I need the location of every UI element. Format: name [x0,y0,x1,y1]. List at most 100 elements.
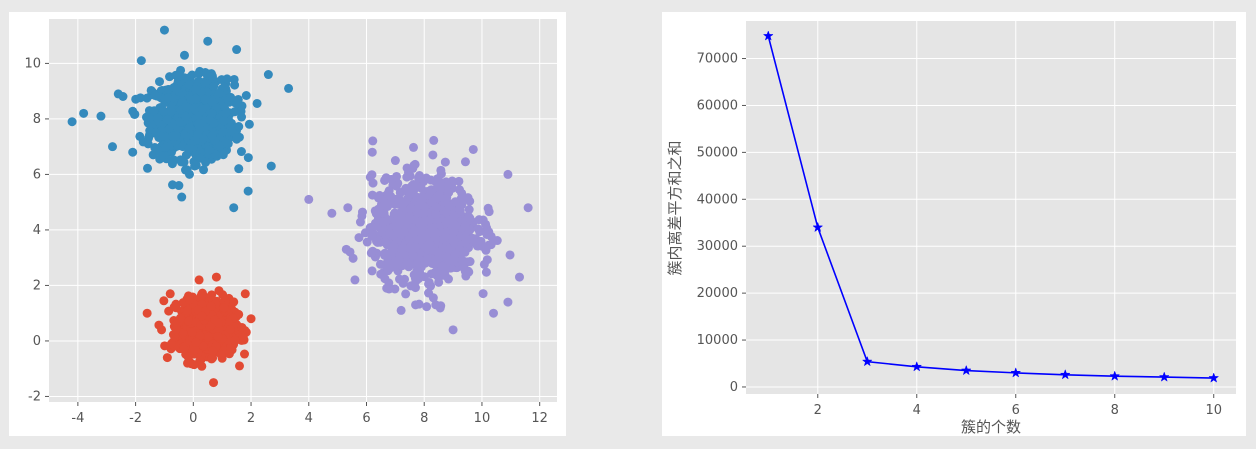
scatter-point [191,84,201,94]
x-axis-label: 簇的个数 [961,418,1021,436]
scatter-point [367,231,377,241]
scatter-point [229,74,239,84]
scatter-point [165,289,175,299]
scatter-point [384,186,394,196]
scatter-point [240,349,250,359]
scatter-point [243,153,253,163]
scatter-point [482,229,492,239]
scatter-point [380,248,390,258]
scatter-point [425,238,435,248]
y-tick-label: 10 [24,56,41,71]
scatter-point [400,227,410,237]
scatter-point [236,106,246,116]
scatter-point [426,269,436,279]
scatter-point [478,215,488,225]
scatter-point [413,268,423,278]
scatter-point [448,325,458,335]
scatter-point [206,301,216,311]
scatter-point [411,300,421,310]
scatter-point [489,308,498,318]
scatter-point [225,324,235,334]
scatter-point [382,283,392,293]
scatter-point [367,147,377,157]
scatter-chart: -4 -2 0 2 4 6 8 10 12 -2 0 2 4 6 8 10 [24,19,557,426]
scatter-point [390,208,400,218]
scatter-point [436,169,446,179]
y-tick-label: -2 [28,389,41,404]
scatter-point [203,36,213,46]
scatter-point [222,139,232,149]
scatter-point [367,190,377,200]
scatter-point [454,176,464,186]
scatter-point [221,108,231,118]
scatter-point [175,117,185,127]
scatter-point [142,308,152,318]
scatter-point [219,116,229,126]
scatter-point [414,173,424,183]
scatter-point [214,286,224,296]
scatter-point [150,90,160,100]
scatter-point [203,332,213,342]
scatter-point [402,163,412,173]
y-tick-label: 40000 [697,192,738,207]
scatter-point [417,200,427,210]
scatter-point [108,142,117,152]
scatter-series [67,25,294,213]
scatter-point [184,80,194,90]
scatter-point [406,203,416,213]
x-tick-label: 8 [420,411,428,426]
plot-area [49,19,557,402]
scatter-point [410,215,420,225]
scatter-point [424,277,434,287]
y-axis-label: 簇内离差平方和之和 [666,140,684,275]
scatter-point [229,297,239,307]
scatter-point [207,131,217,141]
scatter-point [175,313,185,323]
scatter-point [241,90,251,100]
scatter-point [390,156,400,166]
scatter-point [195,331,205,341]
scatter-point [431,300,441,310]
scatter-point [444,188,454,198]
scatter-point [434,277,444,287]
star-marker [812,221,824,233]
y-tick-label: 4 [33,223,41,238]
scatter-point [180,112,190,122]
x-tick-label: 6 [362,411,370,426]
scatter-series [304,135,533,335]
scatter-point [174,71,184,81]
y-tick-label: 0 [33,334,41,349]
scatter-point [235,361,244,371]
scatter-point [360,228,370,238]
x-tick-label: 2 [814,403,822,418]
scatter-point [184,316,194,326]
scatter-point [207,97,217,107]
scatter-point [190,345,200,355]
scatter-point [159,296,169,306]
scatter-point [198,341,208,351]
scatter-point [457,255,467,265]
scatter-point [183,358,193,368]
scatter-point [176,155,186,165]
scatter-point [284,83,294,93]
scatter-point [219,82,229,92]
scatter-point [478,241,488,251]
scatter-point [475,227,485,237]
scatter-point [435,192,445,202]
x-tick-label: 2 [247,411,255,426]
scatter-point [234,164,244,174]
scatter-point [398,243,408,253]
scatter-point [218,127,228,137]
scatter-point [428,293,438,303]
scatter-point [393,226,403,236]
scatter-series [142,272,256,388]
y-tick-label: 10000 [697,333,738,348]
scatter-point [195,124,205,134]
scatter-point [135,93,145,103]
star-marker [762,30,774,41]
scatter-point [401,289,411,299]
scatter-point [327,208,337,218]
scatter-point [401,183,411,193]
scatter-point [184,169,194,179]
scatter-point [449,254,459,264]
